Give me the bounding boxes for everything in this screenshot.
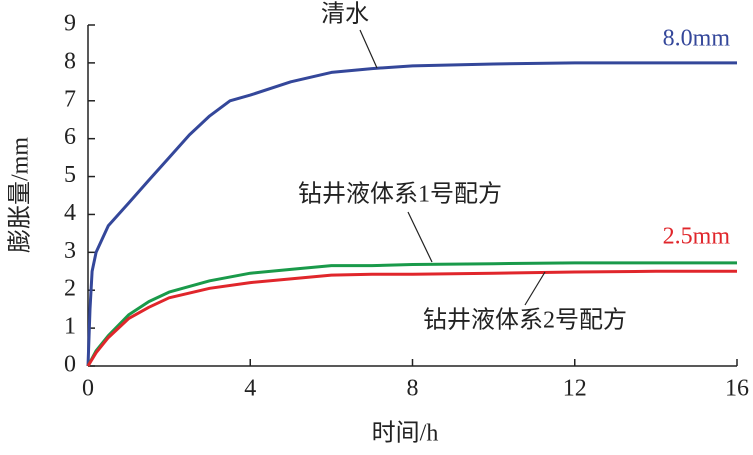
y-tick-label: 4 [64,200,76,226]
y-tick-label: 2 [64,276,76,302]
x-axis-label: 时间/h [372,420,439,447]
annotation: 2.5mm [663,224,731,250]
y-tick-label: 3 [64,238,76,264]
leader-line [524,271,546,306]
annotation: 8.0mm [663,26,731,52]
y-tick-label: 7 [64,86,76,112]
series-line [86,61,737,367]
leader-line [407,211,433,263]
x-tick-label: 8 [407,376,419,402]
x-tick-label: 16 [725,376,749,402]
y-tick-label: 8 [64,48,76,74]
x-tick-label: 0 [82,376,94,402]
series-label: 钻井液体系2号配方 [423,307,627,334]
y-tick-label: 9 [64,11,76,37]
y-tick-label: 1 [64,314,76,340]
series-line [86,261,737,367]
y-tick-label: 6 [64,124,76,150]
x-tick-label: 12 [563,376,587,402]
series-line [86,269,737,367]
leader-line [359,29,378,69]
series-label: 清水 [321,1,369,28]
x-tick-label: 4 [244,376,256,402]
y-tick-label: 5 [64,162,76,188]
y-tick-label: 0 [64,352,76,378]
y-axis-label: 膨胀量/mm [7,137,34,253]
series-label: 钻井液体系1号配方 [298,181,502,208]
